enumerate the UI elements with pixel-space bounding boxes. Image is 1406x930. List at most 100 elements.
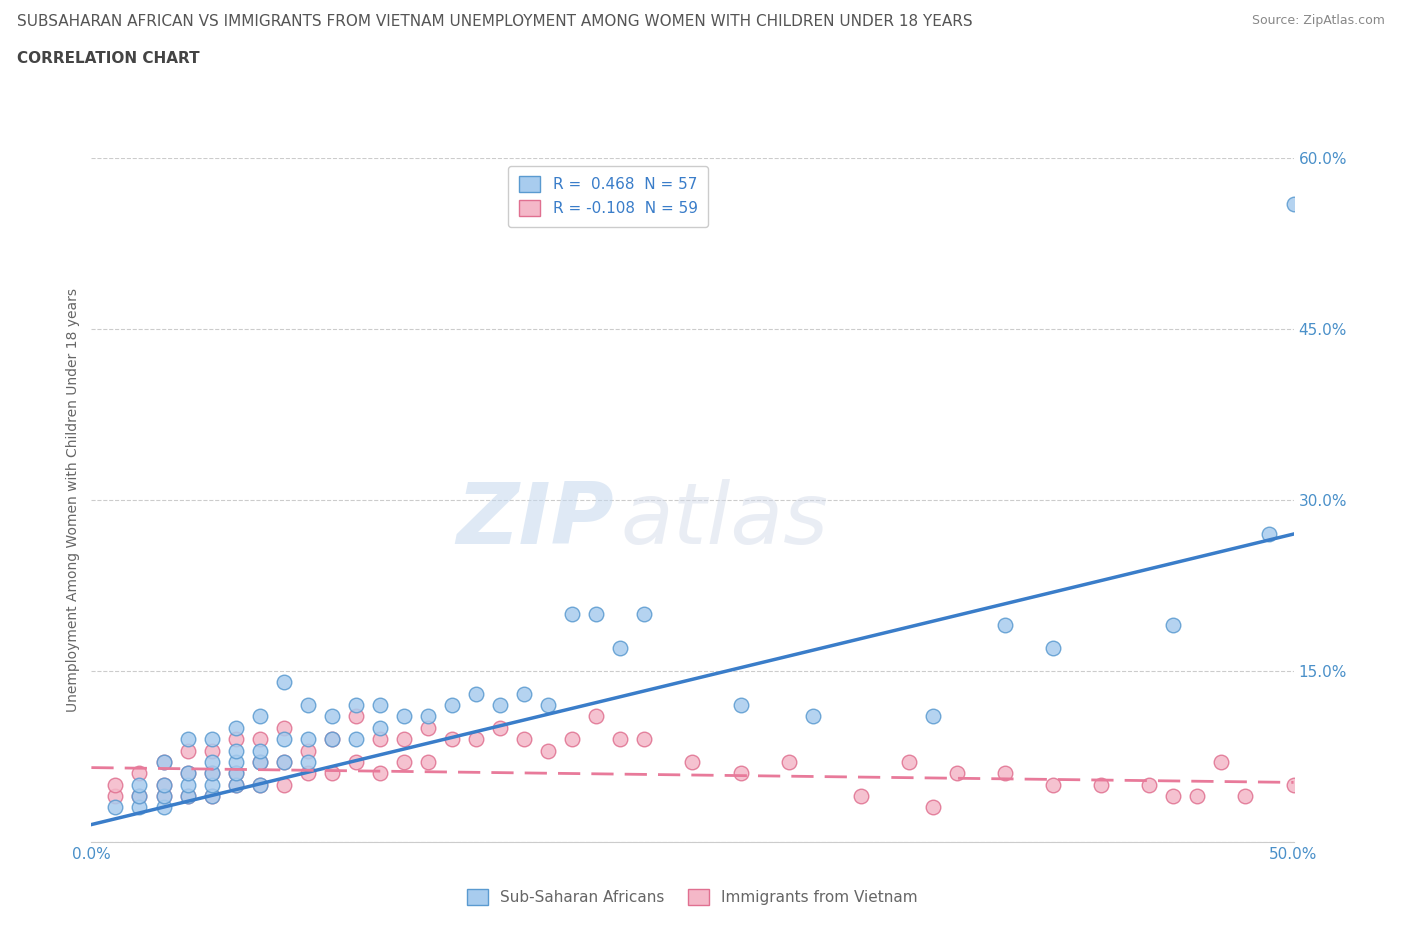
Point — [201, 766, 224, 781]
Point — [273, 675, 295, 690]
Point — [849, 789, 872, 804]
Point — [225, 766, 247, 781]
Point — [465, 732, 488, 747]
Point — [489, 720, 512, 735]
Point — [1042, 641, 1064, 656]
Point — [176, 789, 198, 804]
Point — [201, 789, 224, 804]
Point — [730, 698, 752, 712]
Point — [176, 789, 198, 804]
Point — [585, 606, 607, 621]
Point — [249, 777, 271, 792]
Point — [273, 754, 295, 769]
Point — [128, 789, 150, 804]
Point — [201, 743, 224, 758]
Point — [321, 709, 343, 724]
Point — [392, 709, 415, 724]
Point — [561, 606, 583, 621]
Point — [249, 743, 271, 758]
Point — [344, 732, 367, 747]
Point — [321, 732, 343, 747]
Point — [801, 709, 824, 724]
Point — [152, 777, 174, 792]
Point — [249, 777, 271, 792]
Point — [249, 732, 271, 747]
Point — [1090, 777, 1112, 792]
Point — [201, 789, 224, 804]
Legend: Sub-Saharan Africans, Immigrants from Vietnam: Sub-Saharan Africans, Immigrants from Vi… — [460, 882, 925, 912]
Point — [344, 754, 367, 769]
Point — [104, 789, 127, 804]
Point — [922, 800, 945, 815]
Point — [225, 754, 247, 769]
Point — [225, 777, 247, 792]
Point — [152, 800, 174, 815]
Point — [201, 766, 224, 781]
Point — [152, 754, 174, 769]
Point — [128, 789, 150, 804]
Point — [273, 754, 295, 769]
Point — [273, 732, 295, 747]
Point — [321, 766, 343, 781]
Point — [128, 766, 150, 781]
Point — [994, 618, 1017, 632]
Point — [104, 777, 127, 792]
Point — [368, 720, 391, 735]
Point — [994, 766, 1017, 781]
Y-axis label: Unemployment Among Women with Children Under 18 years: Unemployment Among Women with Children U… — [66, 288, 80, 711]
Point — [1187, 789, 1209, 804]
Point — [585, 709, 607, 724]
Point — [392, 754, 415, 769]
Point — [201, 777, 224, 792]
Text: CORRELATION CHART: CORRELATION CHART — [17, 51, 200, 66]
Text: Source: ZipAtlas.com: Source: ZipAtlas.com — [1251, 14, 1385, 27]
Point — [681, 754, 703, 769]
Point — [225, 743, 247, 758]
Point — [440, 732, 463, 747]
Point — [368, 698, 391, 712]
Point — [897, 754, 920, 769]
Point — [489, 698, 512, 712]
Point — [152, 777, 174, 792]
Point — [104, 800, 127, 815]
Point — [128, 800, 150, 815]
Point — [537, 743, 560, 758]
Point — [249, 754, 271, 769]
Point — [1211, 754, 1233, 769]
Point — [176, 743, 198, 758]
Point — [176, 732, 198, 747]
Point — [513, 732, 536, 747]
Point — [128, 777, 150, 792]
Point — [176, 766, 198, 781]
Point — [344, 709, 367, 724]
Point — [273, 720, 295, 735]
Point — [225, 720, 247, 735]
Point — [297, 698, 319, 712]
Point — [537, 698, 560, 712]
Point — [321, 732, 343, 747]
Point — [416, 754, 439, 769]
Point — [176, 777, 198, 792]
Point — [440, 698, 463, 712]
Point — [1137, 777, 1160, 792]
Point — [297, 732, 319, 747]
Point — [297, 754, 319, 769]
Point — [297, 766, 319, 781]
Point — [633, 732, 655, 747]
Point — [392, 732, 415, 747]
Point — [609, 732, 631, 747]
Point — [946, 766, 969, 781]
Point — [201, 754, 224, 769]
Point — [1282, 777, 1305, 792]
Point — [1161, 618, 1184, 632]
Point — [465, 686, 488, 701]
Point — [513, 686, 536, 701]
Point — [416, 720, 439, 735]
Point — [176, 766, 198, 781]
Point — [416, 709, 439, 724]
Point — [273, 777, 295, 792]
Point — [778, 754, 800, 769]
Text: ZIP: ZIP — [457, 479, 614, 562]
Point — [201, 732, 224, 747]
Point — [609, 641, 631, 656]
